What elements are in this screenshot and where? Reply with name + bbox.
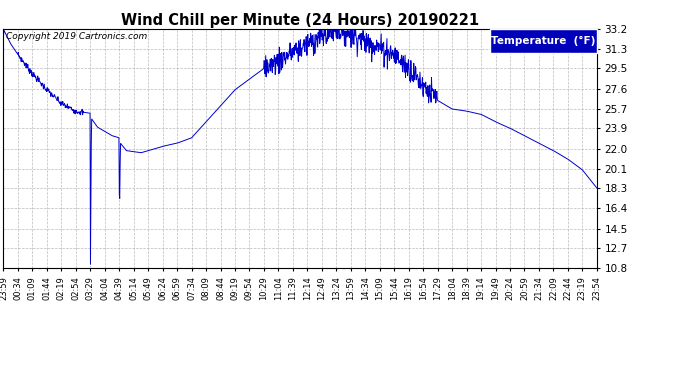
Title: Wind Chill per Minute (24 Hours) 20190221: Wind Chill per Minute (24 Hours) 2019022…: [121, 13, 480, 28]
Text: Temperature  (°F): Temperature (°F): [491, 36, 595, 46]
Text: Copyright 2019 Cartronics.com: Copyright 2019 Cartronics.com: [6, 32, 147, 41]
